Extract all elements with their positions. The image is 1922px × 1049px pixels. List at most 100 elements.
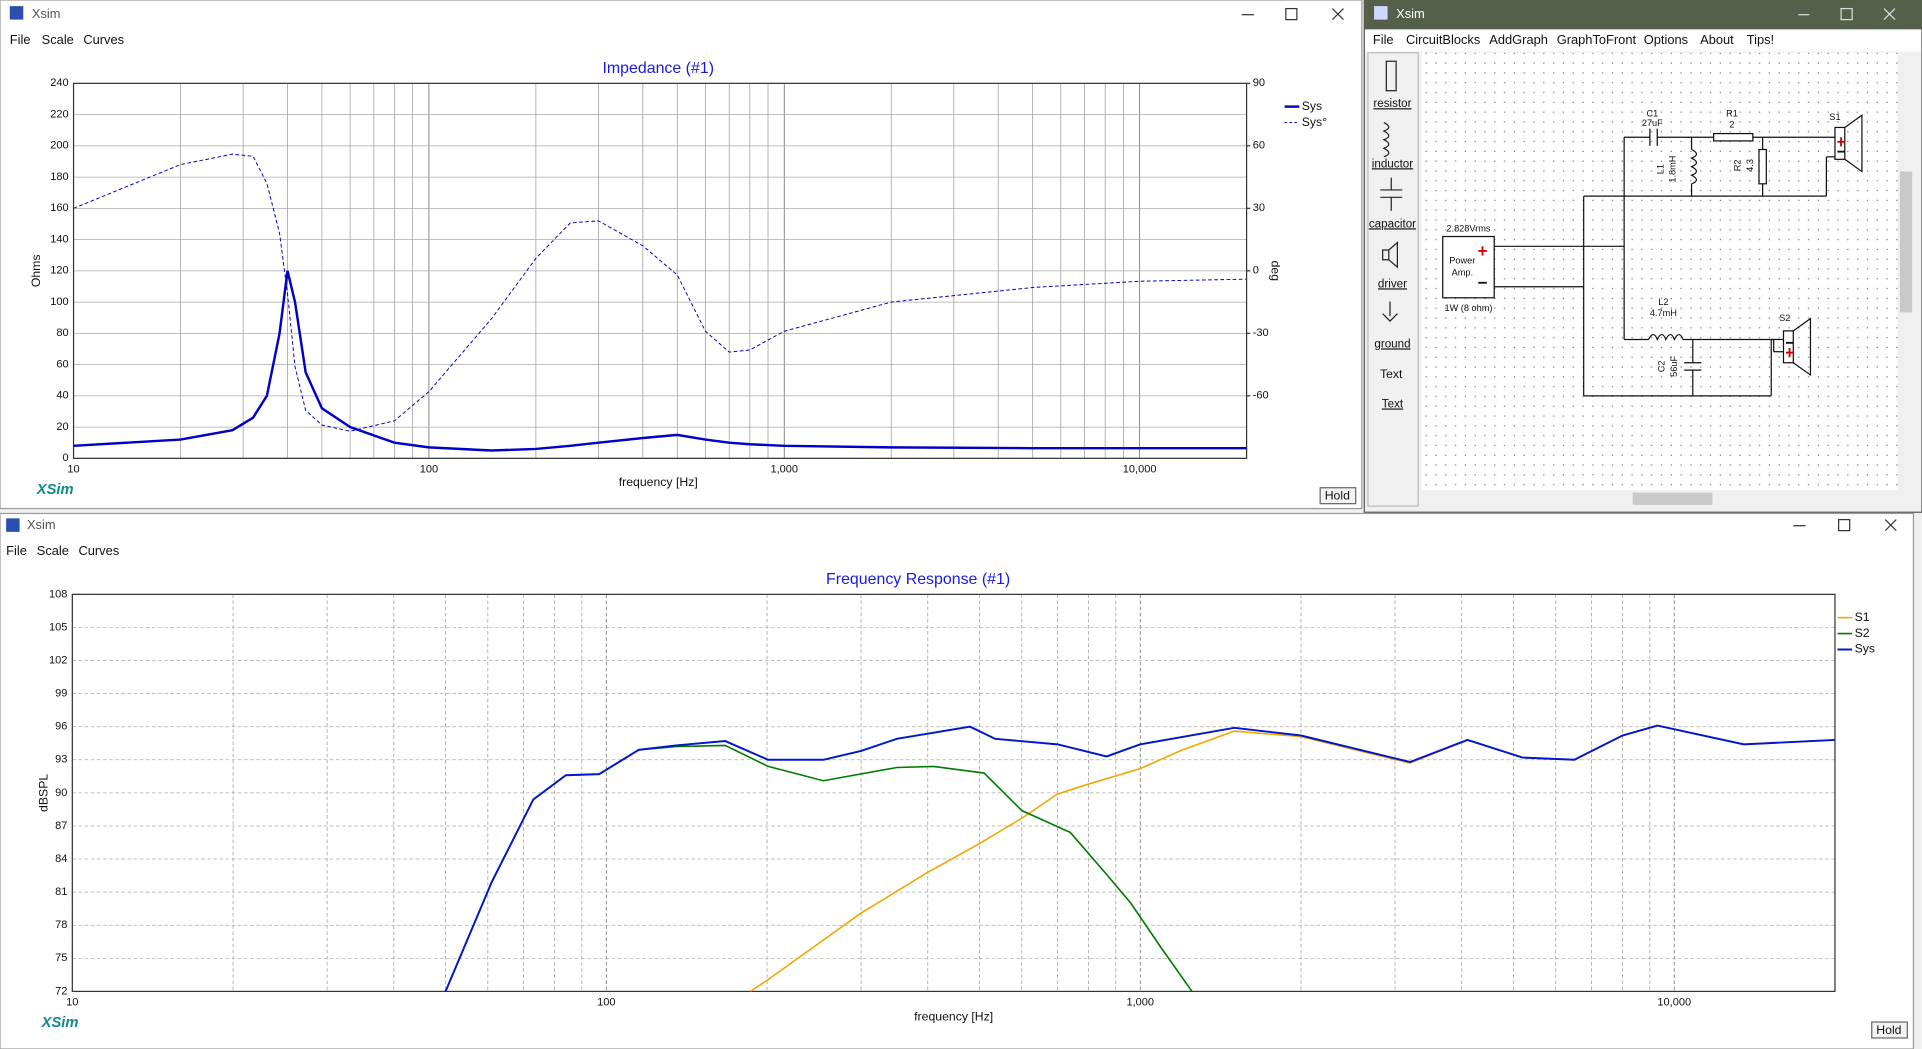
- y-tick-label: 72: [55, 985, 67, 997]
- circuit-label: S2: [1779, 313, 1790, 323]
- y2-tick-label: 90: [1253, 77, 1265, 89]
- y-tick-label: 93: [55, 754, 67, 766]
- y2-tick-label: -30: [1253, 327, 1269, 339]
- chart-title: Impedance (#1): [602, 60, 714, 77]
- plot-frame: [71, 593, 1836, 993]
- menu-item[interactable]: Tips!: [1747, 32, 1774, 47]
- x-axis-label: frequency [Hz]: [914, 1009, 993, 1023]
- menu-item[interactable]: File: [1373, 32, 1394, 47]
- tool-item[interactable]: driver: [1378, 277, 1407, 290]
- chart: 10 100 1,000 10,000 0 20 40 60 80 100 120 140 160 180…: [29, 60, 1327, 489]
- menu-item[interactable]: Curves: [83, 32, 124, 47]
- menu-item[interactable]: Options: [1644, 32, 1688, 47]
- y-tick-label: 120: [50, 265, 68, 277]
- y-tick-label: 240: [50, 77, 68, 89]
- series-line: [444, 724, 1835, 992]
- tool-item[interactable]: resistor: [1373, 97, 1411, 110]
- polarity-marks: [1478, 137, 1845, 358]
- circuit-label: Power: [1449, 255, 1475, 265]
- x-tick-label: 10,000: [1657, 996, 1691, 1008]
- legend-label: Sys: [1855, 642, 1875, 656]
- legend-label: S2: [1855, 626, 1870, 640]
- app-icon: [1374, 6, 1388, 20]
- window-controls[interactable]: [1793, 518, 1897, 532]
- y-tick-label: 108: [49, 588, 67, 600]
- hold-button[interactable]: [1871, 1021, 1908, 1039]
- circuit-label: 1.8mH: [1668, 156, 1678, 183]
- hold-label[interactable]: Hold: [1325, 489, 1350, 503]
- menu-item[interactable]: Scale: [37, 543, 69, 558]
- circuit-label: 56uF: [1669, 356, 1679, 377]
- series-line: [73, 153, 1247, 432]
- y-tick-label: 105: [49, 621, 67, 633]
- y-tick-label: 81: [55, 886, 67, 898]
- circuit-label: 1W (8 ohm): [1444, 303, 1492, 313]
- y-tick-label: 20: [56, 421, 68, 433]
- y2-tick-label: 30: [1253, 202, 1265, 214]
- x-tick-label: 100: [597, 996, 615, 1008]
- y2-axis-label: deg: [1269, 261, 1283, 282]
- y-tick-label: 96: [55, 721, 67, 733]
- tool-item[interactable]: inductor: [1372, 157, 1413, 170]
- legend-label: S1: [1855, 610, 1870, 624]
- circuit-label: L2: [1658, 297, 1668, 307]
- menu-item[interactable]: AddGraph: [1489, 32, 1548, 47]
- y-tick-label: 60: [56, 358, 68, 370]
- x-tick-label: 10: [67, 463, 79, 475]
- window-title: Xsim: [1396, 6, 1425, 21]
- window-controls[interactable]: [1241, 7, 1344, 21]
- circuit-label: 2: [1729, 119, 1734, 129]
- legend-label: Sys°: [1302, 115, 1327, 129]
- tool-item[interactable]: Text: [1380, 367, 1403, 381]
- y-tick-label: 180: [50, 171, 68, 183]
- y2-tick-label: -60: [1253, 390, 1269, 402]
- chart-title: Frequency Response (#1): [826, 571, 1010, 588]
- y-axis-label: Ohms: [29, 254, 43, 287]
- y-tick-label: 78: [55, 919, 67, 931]
- circuit-label: L1: [1655, 164, 1665, 174]
- tool-item[interactable]: ground: [1374, 337, 1410, 350]
- y-tick-label: 40: [56, 390, 68, 402]
- y-tick-label: 75: [55, 952, 67, 964]
- y-tick-label: 100: [50, 296, 68, 308]
- y2-tick-label: 0: [1253, 265, 1259, 277]
- y-tick-label: 140: [50, 233, 68, 245]
- schematic-grid: [1421, 52, 1898, 491]
- y-tick-label: 99: [55, 688, 67, 700]
- window-controls[interactable]: [1798, 7, 1896, 21]
- plots: 10 100 1,000 10,000020406080100120140160180…: [29, 60, 1875, 1024]
- menu-item[interactable]: Scale: [42, 32, 74, 47]
- brand: XSim: [36, 482, 74, 498]
- plot-area: [72, 594, 1835, 992]
- menu-item[interactable]: File: [6, 543, 27, 558]
- x-tick-label: 10: [66, 996, 78, 1008]
- x-tick-label: 1,000: [1126, 996, 1154, 1008]
- circuit-label: 27uF: [1642, 118, 1663, 128]
- hold-button[interactable]: [1319, 487, 1357, 505]
- circuit-label: 4.3: [1745, 159, 1755, 172]
- app-icon: [6, 518, 20, 532]
- menu-item[interactable]: Curves: [78, 543, 119, 558]
- y-tick-label: 102: [49, 654, 67, 666]
- plot-frame: [72, 82, 1248, 459]
- schematic: [1442, 114, 1863, 397]
- y-tick-label: 80: [56, 327, 68, 339]
- y-tick-label: 220: [50, 108, 68, 120]
- menu-item[interactable]: About: [1700, 32, 1734, 47]
- menu-item[interactable]: GraphToFront: [1557, 32, 1637, 47]
- menu-item[interactable]: CircuitBlocks: [1406, 32, 1480, 47]
- hold-label[interactable]: Hold: [1876, 1023, 1901, 1037]
- y-tick-label: 90: [55, 787, 67, 799]
- tool-item[interactable]: Text: [1382, 397, 1404, 410]
- circuit-label: S1: [1829, 112, 1840, 122]
- circuit-label: R1: [1726, 108, 1738, 118]
- window-title: Xsim: [32, 6, 61, 21]
- y2-tick-label: 60: [1253, 140, 1265, 152]
- tool-item[interactable]: capacitor: [1369, 217, 1416, 230]
- app-icon: [9, 6, 24, 20]
- window-title: Xsim: [27, 517, 56, 532]
- circuit-window: Xsim File CircuitBlocks AddGraph GraphTo…: [1363, 0, 1922, 513]
- brand: XSim: [41, 1015, 79, 1031]
- menu-item[interactable]: File: [10, 32, 31, 47]
